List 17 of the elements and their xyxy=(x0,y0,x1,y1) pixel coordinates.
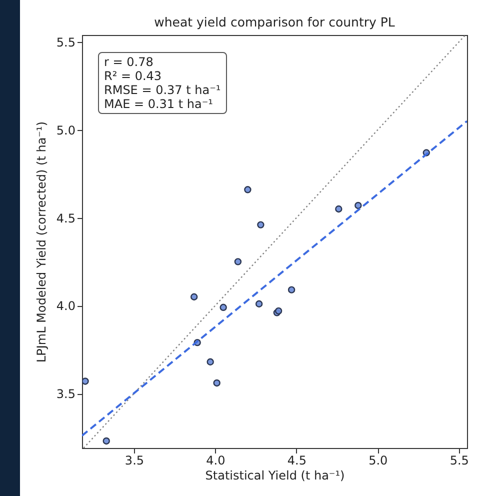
x-tick-label: 5.5 xyxy=(450,454,469,468)
annotation: MAE = 0.31 t ha⁻¹ xyxy=(104,97,214,111)
x-tick-label: 5.0 xyxy=(368,454,388,468)
x-tick-label: 4.0 xyxy=(206,454,226,468)
x-tick-label: 4.5 xyxy=(287,454,306,468)
y-tick-label: 5.5 xyxy=(56,36,76,50)
y-axis-title: LPJmL Modeled Yield (corrected) (t ha⁻¹) xyxy=(34,121,48,363)
y-tick-label: 3.5 xyxy=(56,387,76,402)
y-tick-label: 4.0 xyxy=(56,299,76,314)
y-tick-label: 5.0 xyxy=(56,123,76,138)
y-tick-label: 4.5 xyxy=(56,211,76,226)
x-tick-label: 3.5 xyxy=(124,454,144,468)
annotation: r = 0.78 xyxy=(104,55,154,69)
annotation: RMSE = 0.37 t ha⁻¹ xyxy=(104,83,221,97)
chart-title: wheat yield comparison for country PL xyxy=(154,14,395,30)
x-axis-title: Statistical Yield (t ha⁻¹) xyxy=(205,468,345,482)
annotation: R² = 0.43 xyxy=(104,69,163,83)
